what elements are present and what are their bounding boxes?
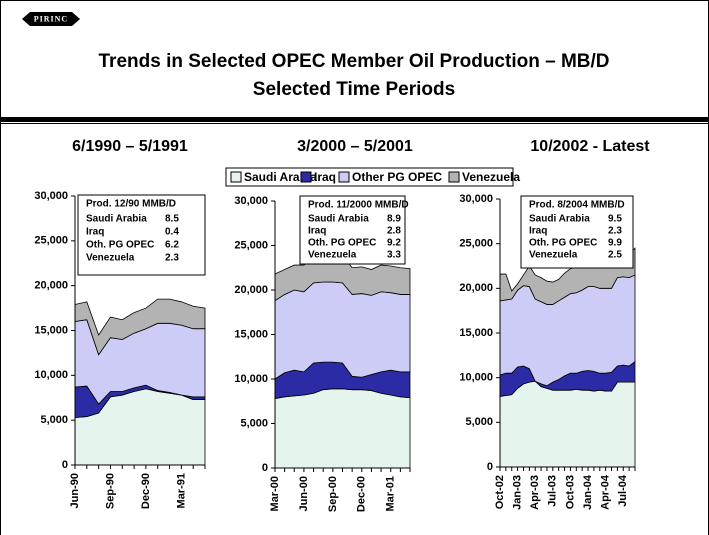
annotation-label: Iraq [308,226,326,237]
annotation-label: Venezuela [529,250,578,261]
annotation-title: Prod. 12/90 MMB/D [86,199,176,210]
legend-swatch [448,171,460,183]
annotation-value: 6.2 [165,240,179,251]
x-tick-label: Jan-03 [512,475,524,510]
x-tick-label: Sep-90 [104,473,116,509]
x-tick-label: Mar-01 [385,476,397,511]
y-tick-label: 5,000 [240,417,268,429]
annotation-box [520,195,634,269]
annotation-title: Prod. 11/2000 MMB/D [308,200,409,211]
x-tick-label: Jan-04 [582,474,594,510]
y-tick-label: 20,000 [34,280,68,292]
logo-shape [22,12,80,26]
legend-swatch [338,171,350,183]
y-tick-label: 30,000 [459,193,493,205]
y-tick-label: 20,000 [459,282,493,294]
annotation-value: 9.5 [608,214,622,225]
x-tick-label: Jun-00 [298,476,310,511]
y-tick-label: 30,000 [234,195,268,207]
area-0 [274,388,411,469]
y-tick-label: 10,000 [459,372,493,384]
y-tick-label: 10,000 [34,369,68,381]
x-tick-label: Apr-03 [529,475,541,510]
y-tick-label: 20,000 [234,284,268,296]
annotation-value: 2.3 [608,226,622,237]
legend-label: Iraq [314,170,336,184]
legend-box [225,167,514,187]
y-tick-label: 15,000 [234,328,268,340]
annotation-label: Iraq [86,227,104,238]
y-tick-label: 15,000 [34,324,68,336]
legend-swatch [230,171,242,183]
annotation-value: 8.9 [387,214,401,225]
annotation-value: 2.3 [165,253,179,264]
annotation-value: 9.9 [608,238,622,249]
divider [0,117,709,122]
annotation-label: Oth. PG OPEC [86,240,154,251]
subtitle: Selected Time Periods [253,79,455,100]
y-tick-label: 25,000 [459,238,493,250]
annotation-label: Iraq [529,226,547,237]
annotation-label: Saudi Arabia [86,214,147,225]
panel-title: 3/2000 – 5/2001 [297,138,413,155]
divider-thin [0,123,709,124]
annotation-label: Venezuela [308,250,357,261]
y-tick-label: 5,000 [40,414,68,426]
y-tick-label: 15,000 [459,327,493,339]
x-tick-label: Apr-04 [600,474,612,510]
annotation-value: 2.8 [387,226,401,237]
x-tick-label: Dec-00 [356,476,368,512]
annotation-box [299,195,406,265]
annotation-value: 9.2 [387,238,401,249]
x-tick-label: Jul-03 [547,475,559,507]
area-3 [74,298,206,356]
y-tick-label: 25,000 [34,235,68,247]
y-tick-label: 0 [487,461,493,473]
panel-title: 6/1990 – 5/1991 [72,138,188,155]
x-tick-label: Dec-90 [140,473,152,509]
y-tick-label: 0 [262,462,268,474]
annotation-value: 2.5 [608,250,622,261]
annotation-label: Oth. PG OPEC [308,238,376,249]
annotation-label: Oth. PG OPEC [529,238,597,249]
panel-title: 10/2002 - Latest [530,138,650,155]
annotation-label: Saudi Arabia [308,214,369,225]
x-tick-label: Jul-04 [617,474,629,507]
annotation-label: Venezuela [86,253,135,264]
legend-swatch [300,171,312,183]
x-tick-label: Sep-00 [327,476,339,512]
x-tick-label: Mar-91 [175,473,187,508]
annotation-value: 3.3 [387,250,401,261]
title: Trends in Selected OPEC Member Oil Produ… [99,51,610,72]
y-tick-label: 5,000 [465,416,493,428]
y-tick-label: 10,000 [234,373,268,385]
y-tick-label: 25,000 [234,239,268,251]
area-0 [499,380,636,468]
x-tick-label: Jun-90 [69,473,81,508]
legend-label: Venezuela [462,170,520,184]
y-tick-label: 30,000 [34,190,68,202]
annotation-label: Saudi Arabia [529,214,590,225]
annotation-title: Prod. 8/2004 MMB/D [529,200,625,211]
legend-label: Saudi Arabia [244,170,317,184]
annotation-box [77,194,206,276]
x-tick-label: Oct-02 [494,475,506,509]
legend-label: Other PG OPEC [352,170,442,184]
logo-text: PIRINC [34,14,68,23]
x-tick-label: Mar-00 [269,476,281,511]
area-3 [499,247,636,305]
annotation-value: 0.4 [165,227,179,238]
annotation-value: 8.5 [165,214,179,225]
y-tick-label: 0 [62,459,68,471]
x-tick-label: Oct-03 [564,475,576,509]
